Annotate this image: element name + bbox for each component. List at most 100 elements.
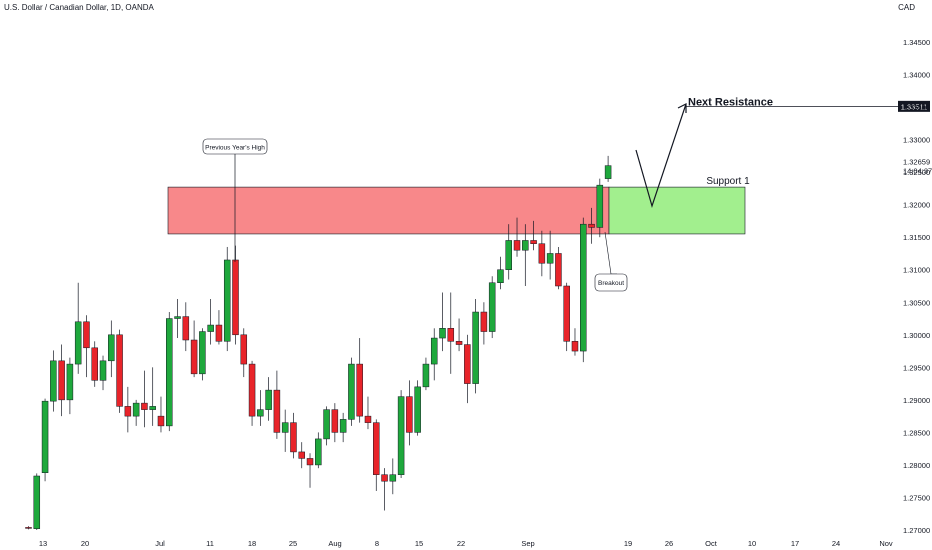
x-tick-label: Oct <box>705 539 718 548</box>
previous-high-label: Previous Year's High <box>205 145 265 152</box>
y-tick-label: 1.29000 <box>903 396 930 405</box>
resistance-zone <box>167 186 610 235</box>
currency-label: CAD <box>898 3 915 12</box>
breakout-label: Breakout <box>598 280 624 287</box>
candle-up <box>472 311 479 384</box>
x-tick-label: Sep <box>521 539 534 548</box>
x-tick-label: 20 <box>81 539 89 548</box>
candle-down <box>215 324 223 342</box>
candle-down <box>530 240 537 244</box>
y-tick-label: 1.27000 <box>903 526 930 535</box>
candle-down <box>240 334 248 365</box>
candle-up <box>580 223 587 352</box>
x-tick-label: 13 <box>39 539 47 548</box>
candle-up <box>505 240 512 270</box>
candle-down <box>232 259 239 336</box>
candle-up <box>41 400 49 473</box>
candle-up <box>422 363 430 388</box>
breakout-pointer <box>604 231 617 275</box>
y-tick-label: 1.34000 <box>903 71 930 80</box>
candle-up <box>99 360 107 381</box>
candle-down <box>91 347 98 381</box>
candle-up <box>497 269 504 283</box>
candle-down <box>306 458 314 466</box>
candle-down <box>356 363 363 417</box>
y-tick-label: 1.30500 <box>903 298 930 307</box>
x-tick-label: 22 <box>457 539 465 548</box>
candle-up <box>66 363 74 401</box>
candle-down <box>571 341 579 352</box>
time-axis[interactable]: 13 20 Jul 11 18 25 Aug 8 15 22 Sep 19 26 Oct 10 17 24 Nov <box>39 539 893 548</box>
candle-down <box>373 422 380 475</box>
y-tick-label: 1.27500 <box>903 493 930 502</box>
breakout-callout <box>594 273 628 292</box>
projection-path <box>635 103 687 209</box>
candle-down <box>331 409 339 433</box>
candle-down <box>364 415 372 423</box>
candle-up <box>315 438 322 466</box>
y-tick-label: 1.33000 <box>903 136 930 145</box>
x-tick-label: 17 <box>791 539 799 548</box>
candle-up <box>207 324 214 332</box>
candle-up <box>74 321 82 365</box>
candle-up <box>132 402 140 417</box>
candle-down <box>588 223 595 228</box>
candle-up <box>323 409 330 440</box>
candle-up <box>265 389 272 410</box>
y-tick-label: 1.33500 <box>903 103 930 112</box>
candle-up <box>348 363 355 420</box>
candle-up <box>604 165 612 179</box>
projection-arrowhead <box>677 103 687 113</box>
y-tick-label: 1.29500 <box>903 363 930 372</box>
candle-up <box>281 422 289 433</box>
candle-down <box>538 243 546 264</box>
candle-down <box>447 328 455 342</box>
candle-down <box>116 334 123 407</box>
y-tick-label: 1.32000 <box>903 201 930 210</box>
y-tick-label: 1.34500 <box>903 38 930 47</box>
candle-up <box>439 328 446 339</box>
x-tick-label: Aug <box>328 539 341 548</box>
y-tick-label: 1.28500 <box>903 428 930 437</box>
last-price-label: 1.32659 <box>903 158 930 167</box>
x-tick-label: 15 <box>415 539 423 548</box>
y-tick-label: 1.28000 <box>903 461 930 470</box>
candle-up <box>199 331 206 375</box>
next-resistance-label: Next Resistance <box>688 96 773 108</box>
candle-down <box>406 396 413 433</box>
x-tick-label: 26 <box>665 539 673 548</box>
candle-down <box>513 240 521 251</box>
y-tick-label: 1.30000 <box>903 331 930 340</box>
x-tick-label: 25 <box>289 539 297 548</box>
next-resistance-price: 1.33511 <box>901 102 928 111</box>
candle-up <box>50 360 57 402</box>
x-tick-label: 24 <box>832 539 840 548</box>
candle-up <box>108 334 115 362</box>
next-resistance-price-tag <box>898 100 930 112</box>
candle-down <box>157 415 165 427</box>
candle-down <box>58 360 65 401</box>
candle-down <box>190 339 198 375</box>
candle-up <box>174 316 181 319</box>
candle-up <box>414 386 421 433</box>
candles-layer <box>25 155 612 531</box>
candle-down <box>563 285 570 342</box>
candle-down <box>141 402 148 410</box>
x-tick-label: Jul <box>155 539 165 548</box>
y-tick-label: 1.31500 <box>903 233 930 242</box>
candle-up <box>223 259 231 342</box>
candle-up <box>546 253 554 264</box>
price-axis[interactable]: 1.34500 1.34000 1.33500 1.33000 1.32500 1.320… <box>903 38 930 535</box>
x-tick-label: 19 <box>624 539 632 548</box>
x-tick-label: 10 <box>748 539 756 548</box>
x-tick-label: Nov <box>879 539 893 548</box>
candle-down <box>248 363 256 417</box>
candle-up <box>149 406 156 410</box>
candle-up <box>257 409 264 417</box>
symbol-title: U.S. Dollar / Canadian Dollar, 1D, OANDA <box>4 3 154 12</box>
candle-up <box>522 240 529 251</box>
candle-down <box>298 451 305 459</box>
candle-up <box>397 396 405 475</box>
candle-down <box>124 406 132 417</box>
